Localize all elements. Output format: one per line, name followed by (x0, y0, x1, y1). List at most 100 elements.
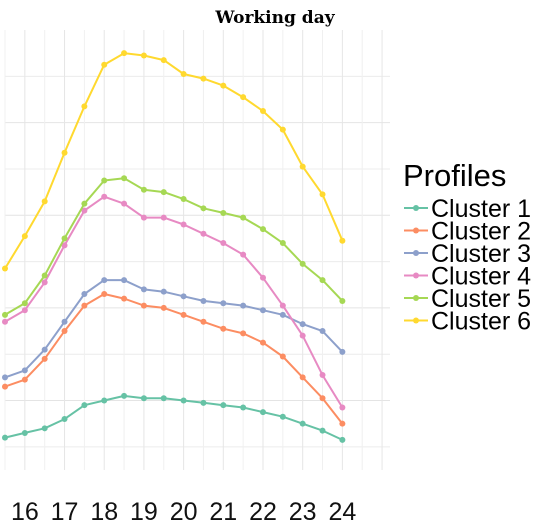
data-point (200, 399, 207, 406)
legend-item: Cluster 2 (404, 218, 531, 246)
data-point (121, 200, 128, 207)
data-point (339, 436, 346, 443)
data-point (319, 372, 326, 379)
data-point (21, 429, 28, 436)
data-point (319, 277, 326, 284)
data-point (41, 198, 48, 205)
data-point (259, 307, 266, 314)
data-point (81, 302, 88, 309)
legend-item: Cluster 4 (404, 263, 531, 291)
data-point (220, 325, 227, 332)
data-point (160, 395, 167, 402)
x-tick-label: 16 (11, 498, 39, 526)
data-point (140, 302, 147, 309)
data-point (121, 50, 128, 57)
data-point (140, 286, 147, 293)
data-point (61, 149, 68, 156)
legend-swatch-point (413, 205, 419, 211)
data-point (220, 82, 227, 89)
legend-label: Cluster 4 (431, 263, 531, 291)
data-point (299, 321, 306, 328)
data-point (220, 209, 227, 216)
data-point (279, 126, 286, 133)
data-point (121, 392, 128, 399)
legend-label: Cluster 2 (431, 218, 531, 246)
data-point (101, 193, 108, 200)
data-point (41, 279, 48, 286)
data-point (200, 230, 207, 237)
data-point (180, 71, 187, 77)
data-point (81, 291, 88, 297)
x-tick-label: 24 (328, 498, 356, 526)
data-point (259, 409, 266, 416)
series-1 (2, 392, 346, 443)
data-point (160, 189, 167, 196)
data-point (200, 318, 207, 325)
data-point (21, 307, 28, 314)
data-point (101, 397, 108, 404)
data-point (101, 277, 108, 284)
data-point (41, 346, 48, 353)
data-point (61, 318, 68, 325)
data-point (279, 240, 286, 247)
data-point (259, 226, 266, 233)
data-point (259, 339, 266, 346)
data-point (81, 103, 88, 110)
data-point (200, 75, 207, 82)
series-line (4, 279, 344, 379)
data-point (319, 191, 326, 198)
data-point (220, 300, 227, 307)
data-point (180, 293, 187, 300)
x-tick-label: 17 (51, 498, 79, 526)
data-point (339, 348, 346, 355)
data-point (339, 237, 346, 244)
data-point (180, 221, 187, 228)
data-point (2, 318, 8, 325)
data-point (279, 353, 286, 360)
chart-title: Working day (214, 8, 335, 28)
data-point (240, 94, 247, 101)
data-point (2, 374, 8, 381)
legend-title: Profiles (403, 158, 506, 193)
data-point (2, 383, 8, 390)
data-point (2, 265, 8, 272)
series-line (4, 394, 343, 441)
x-tick-label: 22 (249, 498, 277, 526)
legend-label: Cluster 5 (431, 285, 531, 313)
series-3 (2, 277, 346, 381)
data-point (299, 260, 306, 267)
data-point (279, 311, 286, 318)
legend-label: Cluster 3 (431, 240, 531, 268)
x-axis: 16 17 18 19 20 21 22 23 24 (11, 498, 356, 526)
data-point (101, 177, 108, 184)
data-point (121, 295, 128, 302)
series-4 (2, 193, 346, 411)
series-line (4, 52, 344, 270)
data-point (220, 240, 227, 247)
data-point (259, 274, 266, 281)
x-tick-label: 21 (209, 498, 237, 526)
data-point (2, 434, 8, 441)
data-point (319, 328, 326, 335)
data-point (240, 302, 247, 309)
data-point (21, 376, 28, 383)
legend-swatch-point (413, 295, 419, 301)
data-point (21, 300, 28, 307)
data-point (240, 251, 247, 258)
legend-item: Cluster 3 (404, 240, 531, 268)
data-point (299, 420, 306, 427)
data-point (299, 163, 306, 170)
x-tick-label: 20 (170, 498, 198, 526)
series-5 (2, 175, 346, 318)
data-point (339, 404, 346, 411)
data-point (240, 404, 247, 411)
x-tick-label: 19 (130, 498, 158, 526)
data-point (259, 108, 266, 115)
data-point (21, 367, 28, 374)
data-point (319, 395, 326, 402)
data-point (140, 395, 147, 402)
data-point (180, 196, 187, 203)
legend-swatch-point (413, 250, 419, 256)
data-point (140, 186, 147, 193)
legend-swatch-point (413, 227, 419, 234)
